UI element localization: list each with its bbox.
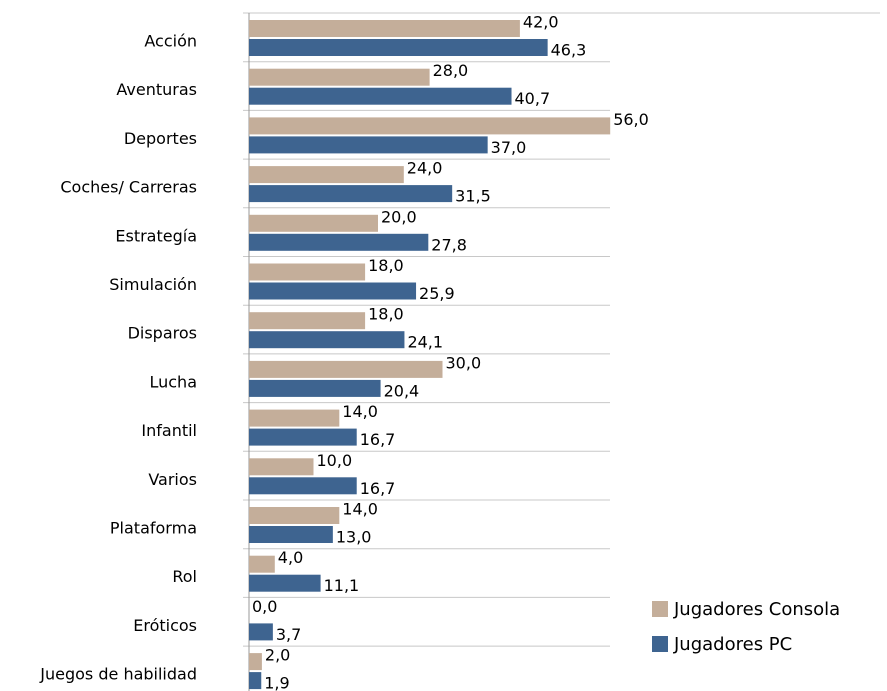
bar xyxy=(249,312,366,330)
bar xyxy=(249,526,333,543)
bar xyxy=(249,39,548,56)
value-label: 16,7 xyxy=(360,479,396,498)
legend-label: Jugadores PC xyxy=(673,634,792,655)
bar xyxy=(249,507,340,524)
value-label: 1,9 xyxy=(264,674,289,691)
legend-label: Jugadores Consola xyxy=(673,599,840,620)
bar xyxy=(249,409,340,427)
category-label: Simulación xyxy=(109,275,197,294)
category-label: Lucha xyxy=(149,372,197,391)
category-label: Coches/ Carreras xyxy=(60,178,197,197)
category-label: Aventuras xyxy=(116,80,197,99)
bar xyxy=(249,331,405,349)
bar xyxy=(249,555,275,573)
category-label: Deportes xyxy=(124,129,197,148)
category-label: Rol xyxy=(172,567,197,586)
bar xyxy=(249,233,429,251)
value-label: 16,7 xyxy=(360,430,396,449)
value-label: 10,0 xyxy=(317,451,353,470)
value-label: 24,1 xyxy=(407,333,443,352)
category-label: Varios xyxy=(148,470,197,489)
value-label: 3,7 xyxy=(276,625,301,644)
value-label: 24,0 xyxy=(407,159,443,178)
value-label: 13,0 xyxy=(336,528,372,547)
value-label: 28,0 xyxy=(433,61,469,80)
bar xyxy=(249,136,488,154)
value-label: 37,0 xyxy=(491,138,527,157)
category-label: Eróticos xyxy=(133,616,197,635)
bar xyxy=(249,185,453,203)
category-label: Juegos de habilidad xyxy=(39,665,197,684)
value-label: 27,8 xyxy=(431,235,467,254)
bar xyxy=(249,428,357,446)
value-label: 18,0 xyxy=(368,305,404,324)
bar xyxy=(249,653,262,671)
bar xyxy=(249,623,273,641)
category-label: Estrategía xyxy=(115,226,197,245)
bar xyxy=(249,87,512,105)
value-label: 31,5 xyxy=(455,187,491,206)
bar xyxy=(249,672,262,690)
bar xyxy=(249,117,611,135)
bar xyxy=(249,166,404,184)
value-label: 14,0 xyxy=(342,402,378,421)
bar xyxy=(249,282,417,300)
value-label: 4,0 xyxy=(278,548,303,567)
value-label: 40,7 xyxy=(515,89,551,108)
value-label: 42,0 xyxy=(523,13,559,32)
value-label: 25,9 xyxy=(419,284,455,303)
legend-swatch xyxy=(652,601,668,617)
category-label: Disparos xyxy=(128,324,197,343)
bar xyxy=(249,574,321,592)
bar xyxy=(249,263,366,281)
value-label: 11,1 xyxy=(324,576,360,595)
value-label: 30,0 xyxy=(446,353,482,372)
value-label: 46,3 xyxy=(551,41,587,60)
value-label: 18,0 xyxy=(368,256,404,275)
bar xyxy=(249,68,430,86)
legend-swatch xyxy=(652,636,668,652)
bar xyxy=(249,360,443,378)
value-label: 2,0 xyxy=(265,646,290,665)
bar xyxy=(249,214,378,232)
value-label: 20,4 xyxy=(384,381,420,400)
category-label: Acción xyxy=(144,32,197,51)
bar xyxy=(249,458,314,476)
category-label: Infantil xyxy=(141,421,197,440)
bar xyxy=(249,20,520,37)
bar xyxy=(249,477,357,495)
value-label: 14,0 xyxy=(342,500,378,519)
bar xyxy=(249,379,381,397)
value-label: 0,0 xyxy=(252,597,277,616)
value-label: 56,0 xyxy=(613,110,649,129)
category-label: Plataforma xyxy=(110,519,197,538)
value-label: 20,0 xyxy=(381,207,417,226)
